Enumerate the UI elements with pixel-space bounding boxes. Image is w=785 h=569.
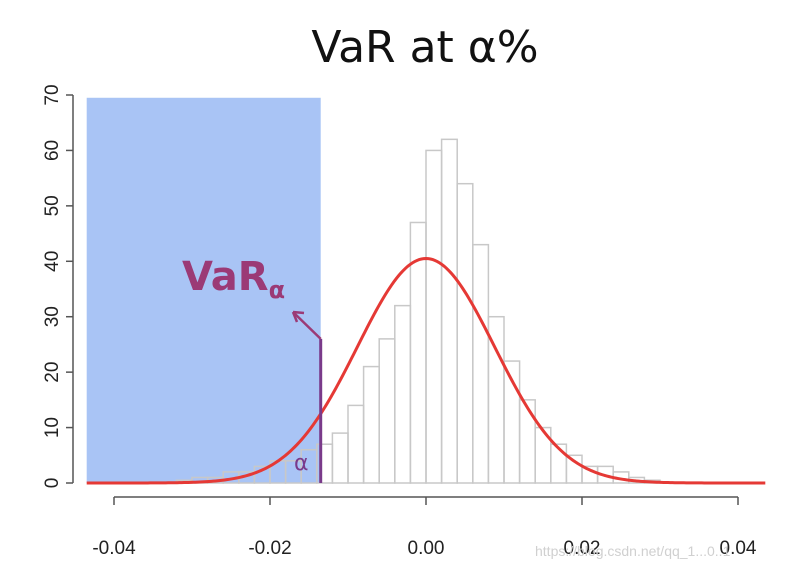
y-tick-label: 50 bbox=[42, 195, 63, 216]
axes: 0 10 20 30 40 50 60 70 -0.04 -0.02 0.00 0.02 0.04 bbox=[42, 84, 757, 559]
y-tick-label: 20 bbox=[42, 362, 63, 383]
y-tick-label: 0 bbox=[42, 478, 63, 489]
y-tick-label: 70 bbox=[42, 84, 63, 105]
y-tick-label: 40 bbox=[42, 251, 63, 272]
watermark-text: https://blog.csdn.net/qq_1...0..1 bbox=[535, 543, 731, 559]
var-arrow-shaft bbox=[292, 311, 322, 340]
histogram-bar bbox=[425, 149, 443, 484]
annotations: VaRα α bbox=[182, 254, 323, 483]
var-label-text: VaR bbox=[182, 254, 269, 300]
shaded-tail-region bbox=[86, 97, 321, 484]
histogram-bar bbox=[347, 404, 365, 484]
x-tick-label: 0.02 bbox=[564, 538, 601, 559]
histogram-bar bbox=[378, 338, 396, 484]
histogram bbox=[175, 138, 661, 484]
histogram-bar bbox=[440, 138, 458, 484]
y-tick-label: 30 bbox=[42, 306, 63, 327]
histogram-bar bbox=[331, 432, 349, 484]
var-label-subscript: α bbox=[269, 276, 286, 304]
arrow-head-icon bbox=[291, 310, 305, 323]
x-tick-label: -0.04 bbox=[92, 538, 136, 559]
density-curve-group bbox=[86, 257, 766, 485]
histogram-bar bbox=[362, 365, 380, 484]
histogram-bar bbox=[394, 304, 412, 484]
var-alpha-label: VaRα bbox=[182, 254, 285, 304]
alpha-label: α bbox=[294, 451, 309, 476]
shaded-region bbox=[86, 97, 321, 484]
y-tick-label: 10 bbox=[42, 417, 63, 438]
histogram-bar bbox=[456, 182, 474, 484]
x-tick-label: 0.04 bbox=[720, 538, 757, 559]
density-curve bbox=[86, 257, 766, 485]
histogram-bar bbox=[472, 243, 490, 484]
y-tick-label: 60 bbox=[42, 140, 63, 161]
chart-title: VaR at α% bbox=[311, 22, 538, 73]
x-tick-label: 0.00 bbox=[408, 538, 445, 559]
x-tick-label: -0.02 bbox=[248, 538, 291, 559]
histogram-bar bbox=[518, 399, 536, 484]
